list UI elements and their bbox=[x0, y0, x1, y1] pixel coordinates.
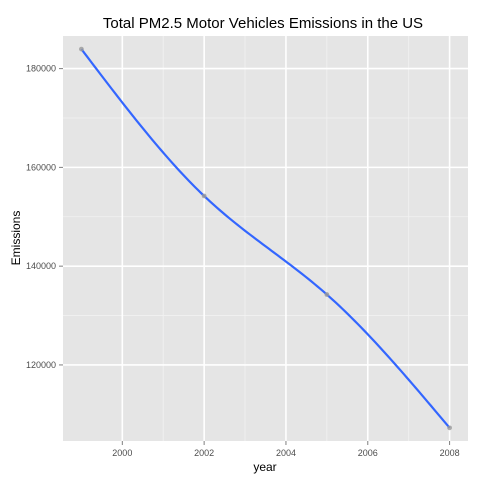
data-point bbox=[79, 46, 84, 52]
x-tick-label: 2006 bbox=[358, 448, 378, 458]
x-tick-label: 2004 bbox=[276, 448, 296, 458]
major-gridlines bbox=[63, 36, 468, 441]
x-tick-label: 2000 bbox=[112, 448, 132, 458]
minor-gridlines bbox=[63, 36, 468, 441]
x-axis-ticks: 2000 2002 2004 2006 2008 bbox=[112, 441, 460, 458]
y-tick-label: 120000 bbox=[26, 360, 56, 370]
data-point bbox=[201, 193, 207, 199]
x-tick-label: 2002 bbox=[194, 448, 214, 458]
series-line bbox=[80, 48, 451, 429]
x-tick-label: 2008 bbox=[440, 448, 460, 458]
x-axis-label: year bbox=[253, 460, 276, 474]
plot-panel bbox=[63, 36, 468, 441]
y-tick-label: 140000 bbox=[26, 261, 56, 271]
points-layer bbox=[79, 46, 452, 431]
chart-title: Total PM2.5 Motor Vehicles Emissions in … bbox=[103, 15, 423, 32]
data-point bbox=[447, 425, 452, 431]
y-tick-label: 180000 bbox=[26, 64, 56, 74]
y-axis-label: Emissions bbox=[9, 211, 23, 266]
y-tick-label: 160000 bbox=[26, 162, 56, 172]
y-axis-ticks: 120000 140000 160000 180000 bbox=[26, 64, 63, 370]
series-layer bbox=[80, 48, 451, 429]
data-point bbox=[324, 292, 330, 297]
